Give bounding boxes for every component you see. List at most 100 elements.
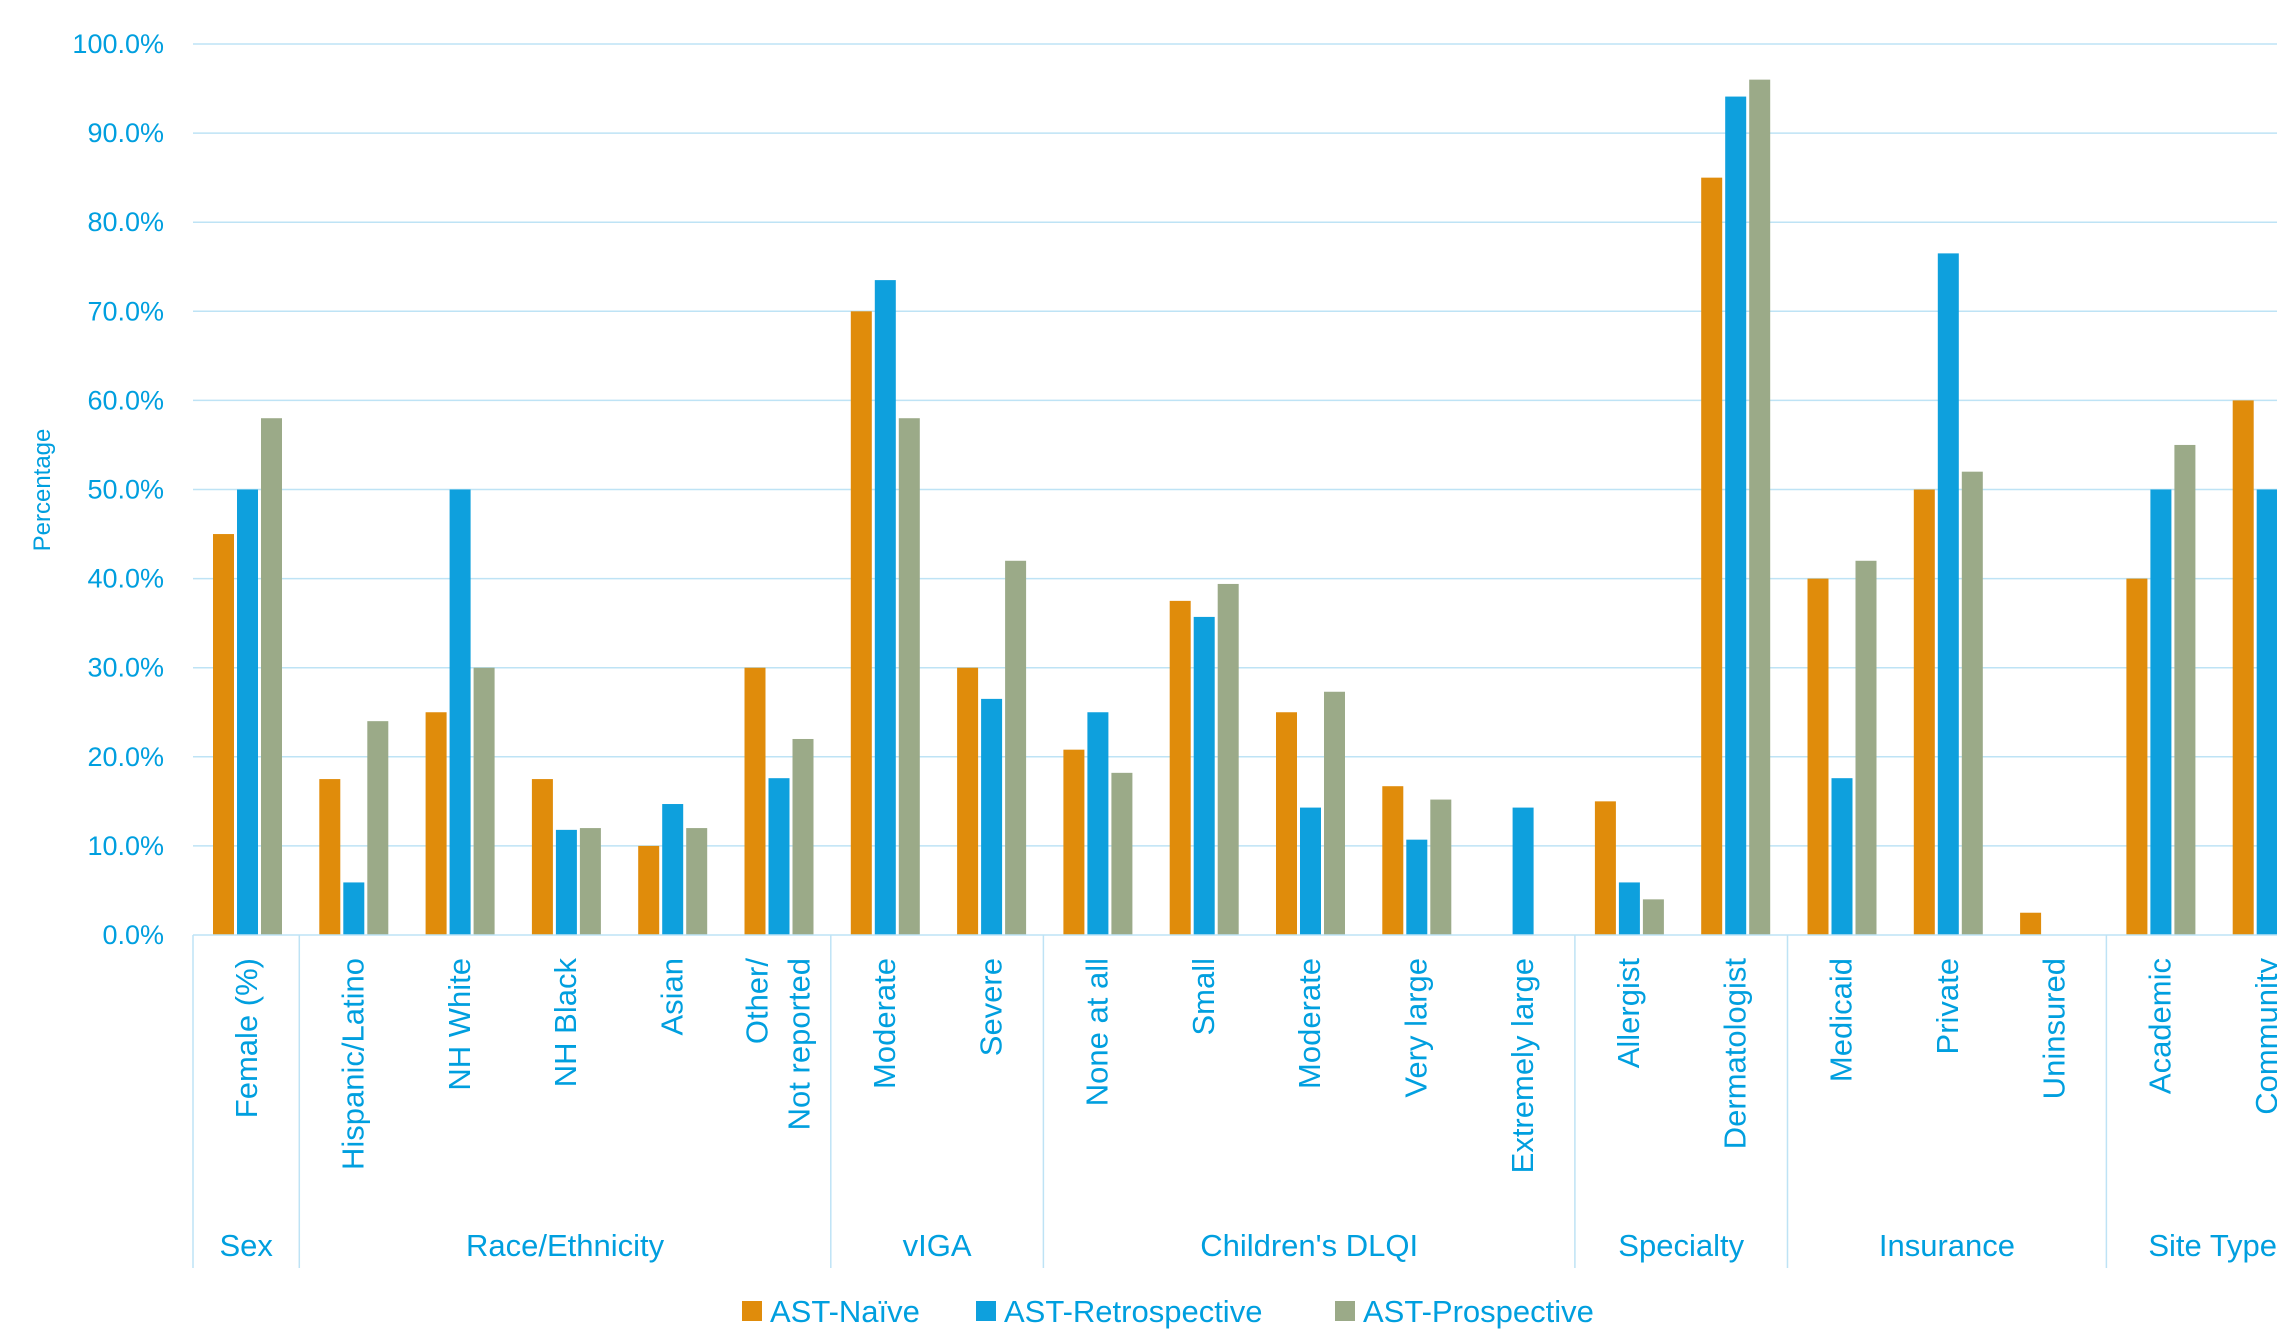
x-tick-label: None at all: [1080, 958, 1115, 1106]
x-tick-label: Other/: [740, 958, 775, 1045]
x-tick-label: Dermatologist: [1717, 958, 1752, 1150]
x-tick-label: Female (%): [229, 958, 264, 1118]
bar: [768, 778, 790, 935]
x-tick-label: Community: [2249, 958, 2277, 1115]
legend-swatch: [1335, 1301, 1355, 1321]
y-tick-label: 60.0%: [87, 385, 164, 415]
group-label: Site Type: [2148, 1228, 2277, 1263]
bar: [367, 721, 389, 935]
y-tick-label: 50.0%: [87, 475, 164, 505]
bars: [213, 79, 2277, 936]
bar: [1382, 786, 1404, 935]
group-label: Children's DLQI: [1200, 1228, 1418, 1263]
gridlines: [193, 43, 2277, 847]
legend-label: AST-Naïve: [770, 1294, 920, 1329]
x-tick-label: Moderate: [867, 958, 902, 1089]
x-axis: Female (%) Hispanic/Latino NH White NH Blac…: [192, 934, 2277, 1268]
x-tick-label: Moderate: [1292, 958, 1327, 1089]
bar: [792, 738, 814, 935]
x-tick-label: Very large: [1398, 958, 1433, 1098]
x-tick-label: Private: [1930, 958, 1965, 1054]
bar: [1111, 772, 1133, 935]
bar: [1005, 560, 1027, 935]
y-tick-label: 100.0%: [72, 29, 164, 59]
group-label: Specialty: [1618, 1228, 1744, 1263]
x-tick-label: Hispanic/Latino: [335, 958, 370, 1170]
y-tick-label: 40.0%: [87, 564, 164, 594]
y-tick-label: 30.0%: [87, 653, 164, 683]
x-tick-label: Uninsured: [2036, 958, 2071, 1099]
bar: [850, 311, 872, 935]
bar: [1087, 712, 1109, 935]
legend-swatch: [976, 1301, 996, 1321]
bar: [1961, 471, 1983, 935]
bar: [1217, 583, 1239, 935]
legend: AST-Naïve AST-Retrospective AST-Prospectiv…: [742, 1294, 1594, 1329]
x-tick-label: Extremely large: [1505, 958, 1540, 1173]
bar: [1807, 578, 1829, 935]
bar: [1300, 807, 1321, 935]
bar: [2232, 400, 2254, 935]
bar: [1701, 177, 1723, 935]
x-tick-label: Academic: [2143, 958, 2178, 1094]
x-tick-label: Medicaid: [1824, 958, 1859, 1082]
y-tick-label: 10.0%: [87, 831, 164, 861]
group-label: vIGA: [903, 1228, 972, 1263]
bar: [2150, 489, 2172, 935]
x-tick-label: NH Black: [548, 958, 583, 1088]
bar: [319, 779, 341, 935]
bar: [874, 280, 896, 935]
y-tick-label: 80.0%: [87, 207, 164, 237]
y-tick-label: 20.0%: [87, 742, 164, 772]
legend-label: AST-Prospective: [1363, 1294, 1594, 1329]
y-tick-label: 90.0%: [87, 118, 164, 148]
x-tick-label: NH White: [442, 958, 477, 1091]
bar: [555, 829, 577, 935]
bar: [237, 489, 258, 935]
bar: [1406, 839, 1428, 935]
group-label: Race/Ethnicity: [466, 1228, 665, 1263]
bar: [662, 804, 684, 935]
y-axis-ticks: 0.0% 10.0% 20.0% 30.0% 40.0% 50.0% 60.0% 70.0% 8…: [72, 29, 164, 950]
group-label: Sex: [219, 1228, 273, 1263]
legend-label: AST-Retrospective: [1004, 1294, 1262, 1329]
bar: [1512, 807, 1534, 935]
bar: [744, 667, 766, 935]
bar: [449, 489, 471, 935]
bar: [1618, 882, 1640, 935]
y-tick-label: 0.0%: [102, 920, 164, 950]
bar: [2020, 912, 2042, 935]
bar: [1276, 712, 1297, 935]
x-tick-label: Small: [1186, 958, 1221, 1036]
legend-swatch: [742, 1301, 762, 1321]
y-axis-label: Percentage: [29, 429, 56, 552]
bar: [1169, 600, 1191, 935]
bar: [343, 882, 365, 935]
bar: [1324, 691, 1345, 935]
bar: [579, 828, 601, 935]
bar: [213, 534, 234, 935]
bar: [1063, 749, 1085, 935]
bar: [981, 698, 1003, 935]
bar: [1430, 799, 1452, 935]
x-tick-label: Allergist: [1611, 958, 1646, 1069]
x-tick-label: Asian: [654, 958, 689, 1036]
bar: [1913, 489, 1935, 935]
bar: [1937, 253, 1959, 935]
bar: [686, 828, 708, 935]
bar: [2174, 444, 2196, 935]
group-label: Insurance: [1879, 1228, 2015, 1263]
y-tick-label: 70.0%: [87, 296, 164, 326]
bar: [638, 845, 660, 935]
bar: [2256, 489, 2277, 935]
bar: [898, 418, 920, 936]
bar: [1855, 560, 1877, 935]
bar: [531, 779, 553, 935]
bar: [473, 667, 495, 935]
bar: [957, 667, 979, 935]
bar: [425, 712, 447, 935]
bar: [1594, 801, 1616, 935]
bar: [1749, 79, 1771, 935]
bar: [261, 418, 282, 936]
